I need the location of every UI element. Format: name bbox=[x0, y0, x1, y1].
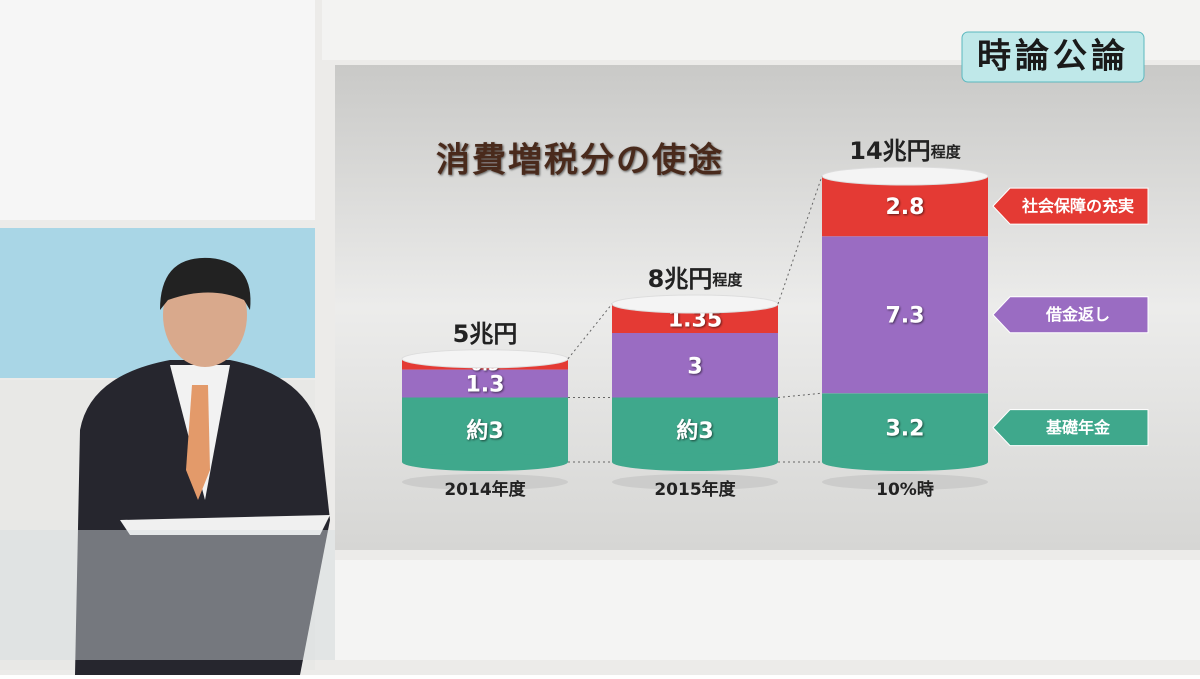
total-suffix: 程度 bbox=[931, 143, 962, 161]
bar-segment bbox=[612, 397, 778, 462]
chart-title: 消費増税分の使途 bbox=[436, 141, 724, 181]
value-label: 1.3 bbox=[466, 373, 505, 398]
bar-shadow bbox=[822, 474, 988, 490]
wall-panel bbox=[0, 228, 315, 378]
bar-top bbox=[401, 349, 569, 369]
value-label: 7.3 bbox=[886, 304, 925, 329]
value-label: 3 bbox=[687, 354, 702, 379]
logo: 時論公論 bbox=[961, 31, 1145, 83]
bar-base bbox=[402, 453, 568, 471]
total-label: 8兆円程度 bbox=[648, 265, 744, 293]
bar-shadow bbox=[612, 474, 778, 490]
total-label: 14兆円程度 bbox=[849, 137, 961, 165]
chart: 約31.30.52014年度5兆円約331.352015年度8兆円程度3.27.… bbox=[401, 137, 1149, 500]
x-tick-label: 10%時 bbox=[876, 479, 934, 500]
bar-top bbox=[611, 294, 779, 314]
logo-text: 時論公論 bbox=[977, 37, 1129, 77]
bar-segment bbox=[402, 397, 568, 462]
bar-segment bbox=[822, 176, 988, 237]
bar-top bbox=[821, 166, 989, 186]
value-label: 約3 bbox=[466, 418, 503, 444]
total-value: 14兆円 bbox=[849, 137, 930, 165]
value-label: 3.2 bbox=[886, 417, 925, 442]
legend-label: 社会保障の充実 bbox=[1021, 197, 1134, 216]
floor bbox=[335, 560, 1200, 660]
bar-base bbox=[822, 453, 988, 471]
legend-label: 基礎年金 bbox=[1045, 418, 1111, 437]
legend-label: 借金返し bbox=[1045, 305, 1110, 324]
legend-tag bbox=[992, 187, 1149, 225]
bar-segment bbox=[402, 369, 568, 398]
connector bbox=[777, 392, 823, 398]
value-label: 2.8 bbox=[886, 195, 925, 220]
bar-segment bbox=[822, 236, 988, 394]
wall-panel bbox=[0, 0, 315, 220]
bar-segment bbox=[822, 393, 988, 462]
bar-segment bbox=[612, 333, 778, 398]
legend-tag bbox=[992, 409, 1149, 447]
total-label: 5兆円 bbox=[453, 320, 518, 348]
bar-base bbox=[612, 453, 778, 471]
total-value: 8兆円 bbox=[648, 265, 713, 293]
x-tick-label: 2015年度 bbox=[654, 479, 736, 500]
legend-tag bbox=[992, 296, 1149, 334]
bar-shadow bbox=[402, 474, 568, 490]
x-tick-label: 2014年度 bbox=[444, 479, 526, 500]
presenter bbox=[0, 257, 335, 675]
total-value: 5兆円 bbox=[453, 320, 518, 348]
total-suffix: 程度 bbox=[712, 270, 743, 288]
value-label: 約3 bbox=[676, 418, 713, 444]
connector bbox=[567, 303, 613, 360]
